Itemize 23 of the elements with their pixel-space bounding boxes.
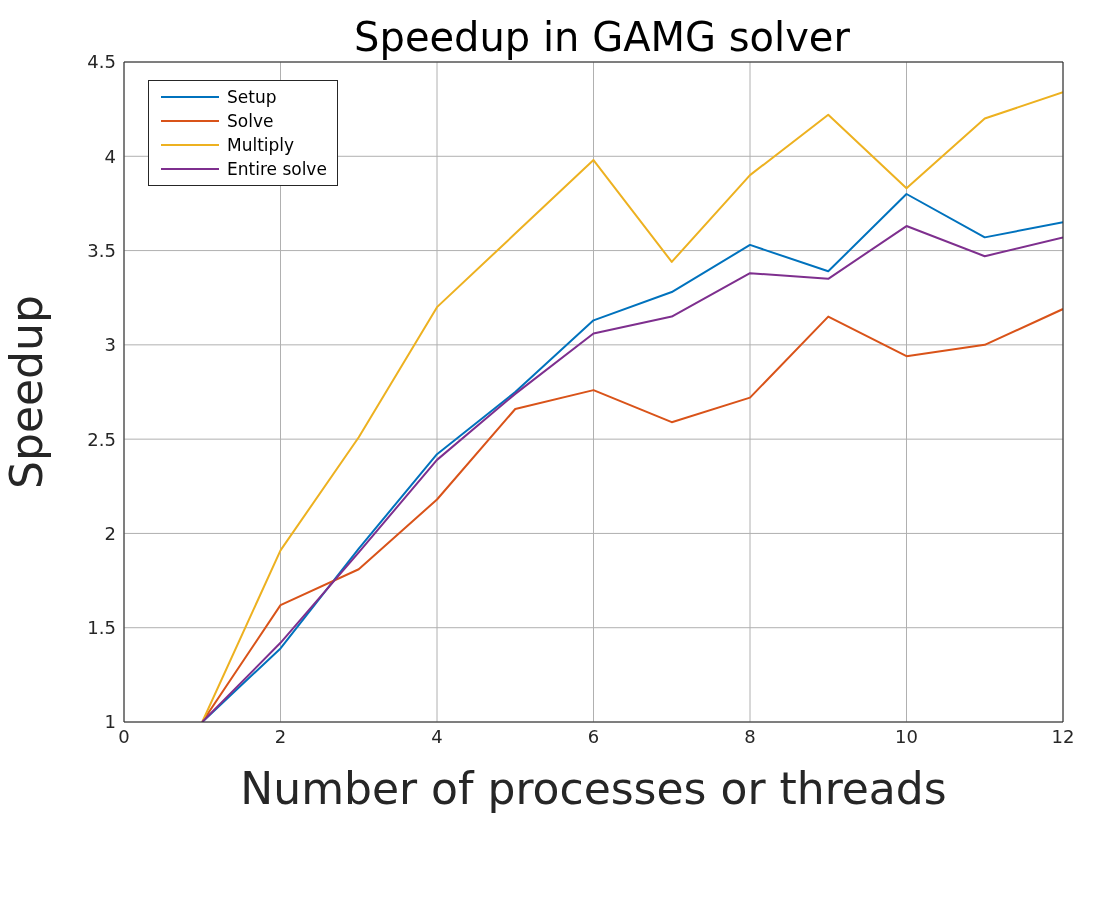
legend-label: Setup [227,86,277,109]
y-tick-label: 1.5 [87,617,116,639]
legend-label: Multiply [227,134,295,157]
y-tick-label: 4 [104,145,116,167]
x-tick-label: 2 [274,725,287,747]
y-axis-title: Speedup [0,295,52,489]
y-tick-label: 3 [104,334,116,356]
x-tick-label: 12 [1051,725,1075,747]
x-tick-label: 4 [431,725,443,747]
y-tick-label: 1 [104,711,116,733]
y-tick-label: 3.5 [87,239,116,261]
y-tick-label: 4.5 [87,51,116,73]
legend-label: Solve [227,110,274,133]
y-tick-label: 2 [104,522,116,544]
y-tick-label: 2.5 [87,428,116,450]
line-series [201,91,1063,722]
x-tick-label: 8 [744,725,756,747]
x-tick-label: 10 [895,725,918,747]
x-tick-label: 6 [587,725,600,747]
x-axis-title: Number of processes or threads [240,763,947,814]
legend-label: Entire solve [227,158,327,181]
chart-title: Speedup in GAMG solver [354,14,850,60]
x-tick-label: 0 [118,725,130,747]
